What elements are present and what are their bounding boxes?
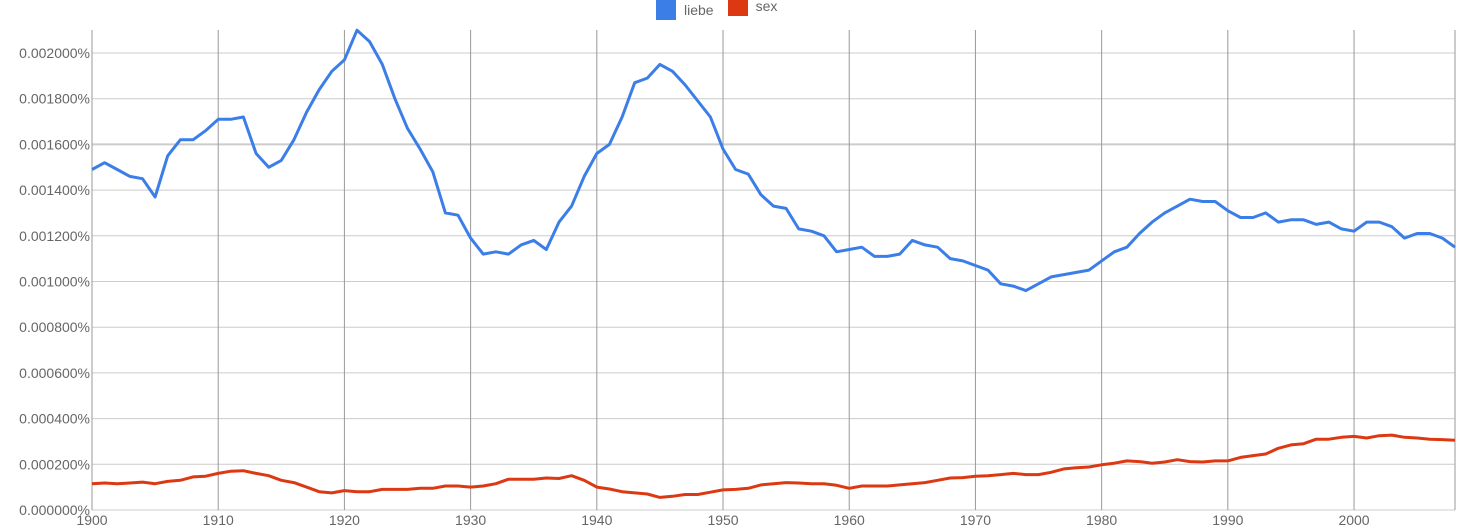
x-axis-tick-labels: 1900 1910 1920 1930 1940 1950 1960 1970 1980 1990… xyxy=(76,512,1369,528)
y-tick-label: 0.002000% xyxy=(19,45,90,61)
chart-legend: liebe sex xyxy=(656,0,791,22)
y-tick-label: 0.001800% xyxy=(19,91,90,107)
y-tick-label: 0.001400% xyxy=(19,182,90,198)
series-line-liebe xyxy=(91,28,1456,293)
x-tick-label: 1930 xyxy=(455,512,486,528)
x-tick-label: 1970 xyxy=(960,512,991,528)
y-tick-label: 0.001600% xyxy=(19,136,90,152)
grid-lines xyxy=(91,30,1456,511)
x-tick-label: 1910 xyxy=(203,512,234,528)
x-tick-label: 1920 xyxy=(329,512,360,528)
legend-label-sex: sex xyxy=(755,0,778,14)
x-tick-label: 1950 xyxy=(707,512,738,528)
y-tick-label: 0.001200% xyxy=(19,228,90,244)
legend-swatch-liebe xyxy=(656,0,676,20)
x-tick-label: 1960 xyxy=(834,512,865,528)
legend-swatch-sex xyxy=(727,0,748,16)
x-tick-label: 1940 xyxy=(581,512,612,528)
x-tick-label: 1900 xyxy=(76,512,107,528)
y-tick-label: 0.000000% xyxy=(19,502,90,518)
x-tick-label: 1980 xyxy=(1086,512,1117,528)
x-tick-label: 2000 xyxy=(1338,512,1369,528)
legend-item-sex[interactable]: sex xyxy=(727,0,778,16)
legend-label-liebe: liebe xyxy=(684,2,714,18)
y-tick-label: 0.000600% xyxy=(19,365,90,381)
y-tick-label: 0.000800% xyxy=(19,319,90,335)
y-axis-tick-labels: 0.000000% 0.000200% 0.000400% 0.000600% 0.00… xyxy=(19,45,90,518)
legend-item-liebe[interactable]: liebe xyxy=(656,0,714,20)
series-line-sex xyxy=(91,433,1456,499)
y-tick-label: 0.001000% xyxy=(19,274,90,290)
x-tick-label: 1990 xyxy=(1212,512,1243,528)
y-tick-label: 0.000200% xyxy=(19,456,90,472)
y-tick-label: 0.000400% xyxy=(19,411,90,427)
series-lines xyxy=(91,28,1456,499)
